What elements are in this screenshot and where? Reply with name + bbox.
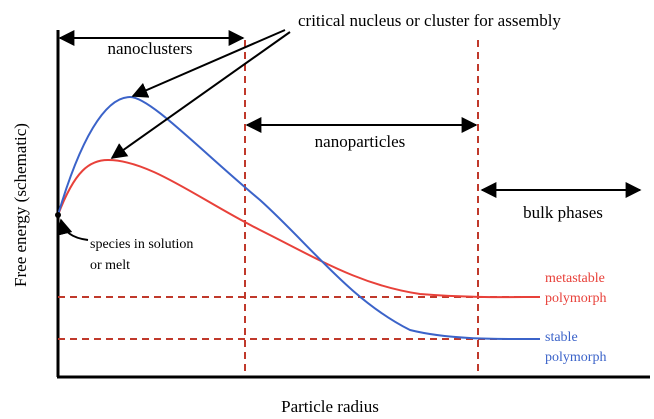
y-axis-label: Free energy (schematic) xyxy=(11,123,30,287)
pointer-arrow xyxy=(56,218,89,241)
stable-curve xyxy=(57,95,541,341)
start-point xyxy=(55,212,61,218)
region-label: bulk phases xyxy=(523,203,603,222)
curve-label: stable xyxy=(545,330,578,345)
curve-label: polymorph xyxy=(545,350,606,365)
curve-label: polymorph xyxy=(545,291,606,306)
x-axis-label: Particle radius xyxy=(281,397,379,416)
region-label: nanoclusters xyxy=(108,39,193,58)
title: critical nucleus or cluster for assembly xyxy=(298,11,561,30)
curve-label: metastable xyxy=(545,271,605,286)
pointer-arrow xyxy=(110,31,291,159)
region-label: nanoparticles xyxy=(315,132,406,151)
start-label: species in solution xyxy=(90,237,193,252)
metastable-curve xyxy=(57,158,541,299)
start-label: or melt xyxy=(90,258,130,273)
pointer-arrow xyxy=(131,29,286,98)
